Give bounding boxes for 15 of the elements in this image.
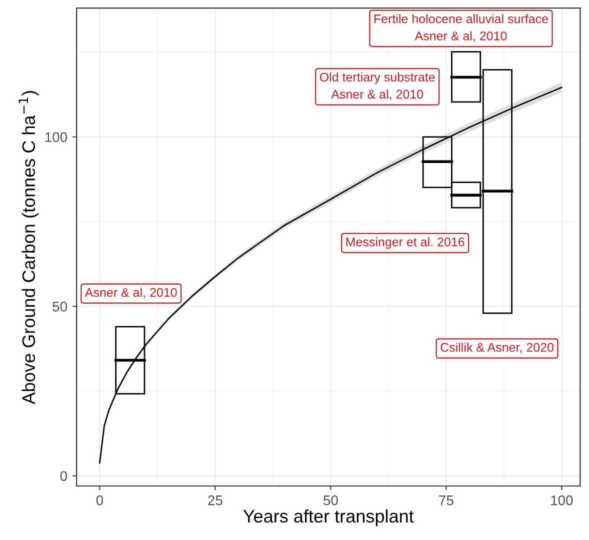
annotation: Old tertiary substrate Asner & al, 2010 bbox=[320, 72, 435, 100]
y-tick-label: 0 bbox=[60, 471, 67, 481]
annotation: Csillik & Asner, 2020 bbox=[440, 342, 554, 354]
x-tick-label: 75 bbox=[439, 496, 454, 506]
x-tick-label: 25 bbox=[208, 495, 222, 506]
x-tick-label: 0 bbox=[96, 495, 103, 506]
y-tick-label: 50 bbox=[52, 302, 67, 312]
y-tick-label: 100 bbox=[45, 132, 67, 142]
y-axis-title: Above Ground Carbon (tonnes C ha$^{−1}$) bbox=[18, 91, 39, 404]
annotation: Asner & al, 2010 bbox=[84, 288, 177, 298]
x-axis-title: Years after transplant bbox=[243, 509, 414, 526]
x-tick-label: 100 bbox=[551, 495, 573, 506]
annotation: Messinger et al. 2016 bbox=[346, 237, 464, 249]
x-tick-label: 50 bbox=[324, 495, 338, 506]
annotation: Fertile holocene alluvial surface Asner & al, 2010 bbox=[374, 14, 548, 42]
